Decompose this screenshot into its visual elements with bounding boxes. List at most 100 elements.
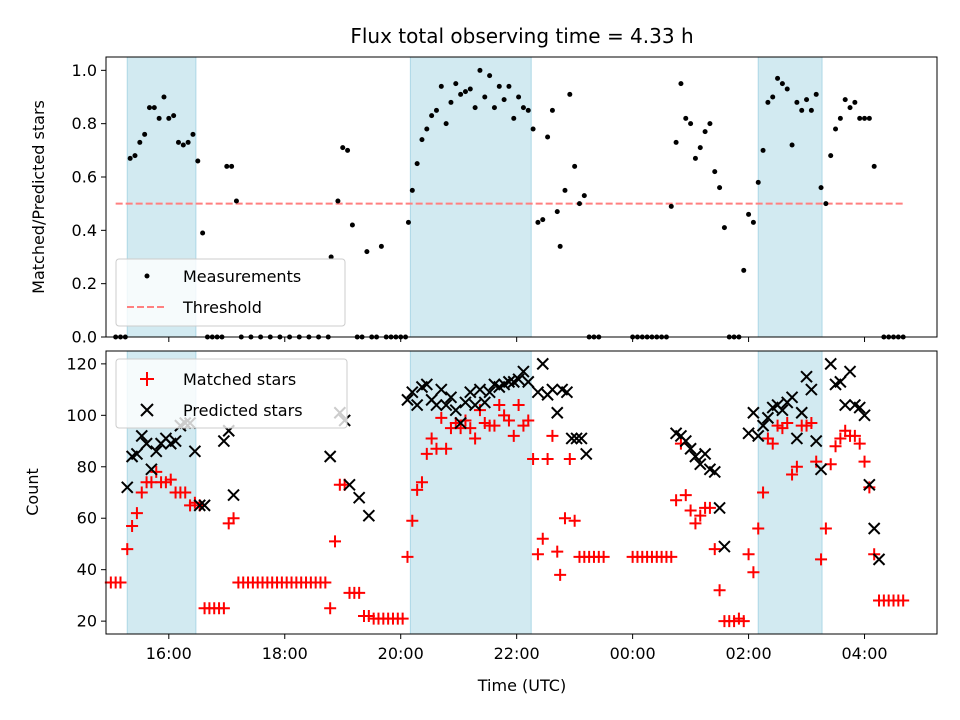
measurement-point <box>378 243 384 249</box>
measurement-point <box>678 81 684 87</box>
predicted-point <box>756 419 770 432</box>
measurement-point <box>683 115 689 121</box>
predicted-point <box>761 411 775 425</box>
matched-point <box>829 440 842 453</box>
measurement-point <box>146 105 152 111</box>
measurement-point <box>833 126 839 132</box>
predicted-point <box>468 398 482 412</box>
predicted-point <box>227 488 240 502</box>
measurement-point <box>668 203 674 209</box>
matched-point <box>459 414 472 427</box>
matched-point <box>897 594 910 607</box>
matched-point <box>150 465 163 478</box>
x-tick-label: 18:00 <box>262 644 308 663</box>
measurement-point <box>487 73 493 79</box>
measurement-point <box>535 219 541 225</box>
matched-point <box>179 486 192 499</box>
matched-point <box>536 532 549 545</box>
measurement-point <box>871 163 877 169</box>
matched-point <box>551 545 564 558</box>
predicted-point <box>145 463 158 476</box>
predicted-point <box>140 437 153 450</box>
measurement-point <box>779 81 785 87</box>
measurement-point <box>545 134 551 140</box>
legend-measurements-marker <box>144 273 150 279</box>
measurement-point <box>697 145 703 151</box>
measurement-point <box>562 187 568 193</box>
measurement-point <box>482 94 488 100</box>
matched-point <box>554 568 567 581</box>
x-tick-label: 00:00 <box>610 644 656 663</box>
matched-point <box>863 481 876 494</box>
predicted-point <box>483 385 496 399</box>
top-ylabel: Matched/Predicted stars <box>29 100 48 294</box>
predicted-points <box>121 357 886 566</box>
predicted-point <box>502 375 516 389</box>
measurement-point <box>765 99 771 105</box>
matched-point <box>114 576 127 589</box>
predicted-point <box>776 403 789 417</box>
measurement-point <box>567 91 573 97</box>
predicted-point <box>512 373 525 386</box>
measurement-point <box>443 121 449 127</box>
predicted-point <box>522 375 535 389</box>
matched-point <box>781 417 794 430</box>
measurement-point <box>866 115 872 121</box>
y-tick-label: 120 <box>66 354 97 373</box>
predicted-point <box>435 383 448 396</box>
matched-point <box>217 602 230 615</box>
measurement-point <box>702 129 708 135</box>
measurement-point <box>516 94 522 100</box>
predicted-point <box>531 385 545 399</box>
predicted-point <box>742 427 755 440</box>
measurement-point <box>770 94 776 100</box>
predicted-point <box>698 447 712 461</box>
measurement-point <box>712 169 718 175</box>
measurement-point <box>520 105 526 111</box>
measurement-point <box>433 107 439 113</box>
measurement-point <box>233 198 239 204</box>
matched-point <box>488 419 501 432</box>
measurement-point <box>166 115 172 121</box>
predicted-point <box>679 434 692 448</box>
y-tick-label: 0.8 <box>72 114 97 133</box>
predicted-point <box>838 398 852 412</box>
predicted-point <box>464 385 477 399</box>
measurement-point <box>462 89 468 95</box>
x-tick-label: 20:00 <box>378 644 424 663</box>
predicted-point <box>867 522 881 535</box>
matched-point <box>507 429 520 442</box>
measurement-point <box>572 163 578 169</box>
y-tick-label: 100 <box>66 406 97 425</box>
matched-point <box>164 473 177 486</box>
measurement-point <box>755 179 761 185</box>
measurement-point <box>760 147 766 153</box>
bottom-plot-frame <box>105 350 938 635</box>
measurement-point <box>862 115 868 121</box>
matched-point <box>597 550 610 563</box>
matched-point <box>834 432 847 445</box>
bottom-xlabel: Time (UTC) <box>477 676 566 695</box>
predicted-point <box>454 416 467 430</box>
predicted-point <box>747 406 760 419</box>
predicted-point <box>565 432 578 445</box>
measurement-point <box>717 185 723 191</box>
predicted-point <box>536 357 549 371</box>
measurement-point <box>195 158 201 164</box>
matched-point <box>126 519 139 532</box>
top-plot-frame <box>105 56 938 338</box>
measurement-point <box>151 105 157 111</box>
measurement-point <box>818 185 824 191</box>
predicted-point <box>444 391 458 404</box>
y-tick-label: 20 <box>77 612 97 631</box>
measurement-point <box>142 131 148 137</box>
matched-point <box>135 486 148 499</box>
measurement-point <box>540 217 546 223</box>
matched-point <box>815 553 828 566</box>
measurement-point <box>349 222 355 228</box>
legend-matched-label: Matched stars <box>183 370 296 389</box>
matched-point <box>713 584 726 597</box>
matched-point <box>558 512 571 525</box>
predicted-point <box>439 398 453 412</box>
